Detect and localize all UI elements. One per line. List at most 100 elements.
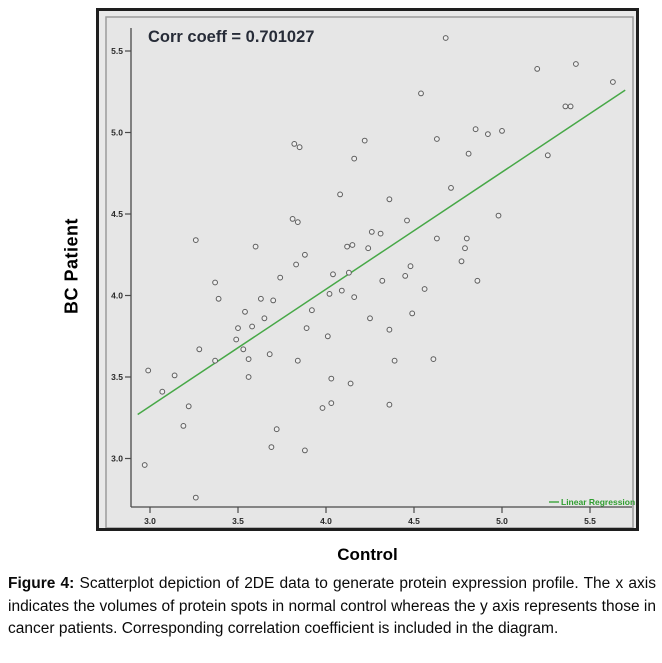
scatter-point bbox=[338, 287, 345, 294]
scatter-point bbox=[302, 251, 308, 258]
scatter-point bbox=[573, 61, 579, 67]
scatter-point bbox=[233, 336, 240, 343]
scatter-point bbox=[386, 196, 393, 203]
scatter-chart: 5.5 5.0 4.5 4.0 3.5 3.0 3.0 3.5 4.0 4.5 5.0 5.5 Corr… bbox=[105, 16, 635, 528]
scatter-point bbox=[499, 128, 505, 134]
scatter-point bbox=[361, 137, 368, 144]
scatter-point bbox=[368, 229, 375, 235]
scatter-point bbox=[330, 271, 336, 278]
scatter-point bbox=[386, 326, 393, 333]
scatter-point bbox=[309, 307, 315, 314]
scatter-point bbox=[215, 295, 222, 302]
x-tick-label: 4.0 bbox=[320, 516, 332, 526]
scatter-point bbox=[266, 351, 273, 358]
scatter-point bbox=[258, 295, 264, 302]
scatter-point bbox=[240, 346, 247, 353]
scatter-point bbox=[495, 212, 502, 219]
scatter-point bbox=[610, 79, 616, 85]
y-tick-label: 4.5 bbox=[111, 209, 123, 219]
scatter-point bbox=[293, 261, 300, 268]
scatter-point bbox=[472, 126, 479, 133]
plot-panel bbox=[105, 16, 634, 528]
scatter-point bbox=[245, 374, 252, 380]
scatterplot-figure: 5.5 5.0 4.5 4.0 3.5 3.0 3.0 3.5 4.0 4.5 5.0 5.5 Corr… bbox=[96, 8, 639, 531]
scatter-point bbox=[418, 90, 424, 97]
scatter-point bbox=[242, 308, 248, 315]
scatter-point bbox=[324, 333, 331, 340]
figure-caption: Figure 4: Scatterplot depiction of 2DE d… bbox=[8, 573, 656, 641]
scatter-point bbox=[192, 237, 199, 244]
scatter-point bbox=[235, 325, 241, 332]
legend-label: Linear Regression bbox=[561, 497, 635, 507]
scatter-point bbox=[434, 136, 440, 142]
scatter-point bbox=[212, 357, 218, 364]
y-tick-label: 5.0 bbox=[111, 128, 123, 138]
scatter-point bbox=[421, 286, 428, 292]
y-tick-label: 3.5 bbox=[111, 372, 123, 382]
scatter-point bbox=[434, 235, 440, 242]
scatter-point bbox=[485, 131, 491, 137]
y-tick-label: 4.0 bbox=[111, 291, 123, 301]
scatter-point bbox=[351, 294, 358, 301]
scatter-point bbox=[296, 144, 303, 151]
scatter-point bbox=[430, 356, 437, 363]
scatter-point bbox=[409, 310, 416, 317]
scatter-point bbox=[294, 357, 301, 364]
scatter-point bbox=[377, 230, 384, 237]
scatter-point bbox=[289, 216, 296, 222]
scatter-point bbox=[391, 357, 398, 364]
scatter-point bbox=[268, 444, 275, 451]
x-tick-label: 5.5 bbox=[584, 516, 596, 526]
scatter-point bbox=[337, 191, 344, 198]
x-tick-label: 4.5 bbox=[408, 516, 420, 526]
scatter-point bbox=[379, 277, 386, 284]
scatter-point bbox=[474, 277, 481, 284]
regression-line bbox=[137, 89, 626, 416]
figure-caption-number: Figure 4: bbox=[8, 575, 75, 592]
scatter-point bbox=[442, 35, 449, 41]
corr-coeff-annotation: Corr coeff = 0.701027 bbox=[148, 28, 314, 46]
scatter-point bbox=[245, 356, 252, 363]
scatter-point bbox=[141, 462, 148, 468]
scatter-point bbox=[562, 103, 569, 110]
x-axis-label: Control bbox=[337, 545, 398, 564]
scatter-point bbox=[252, 243, 259, 250]
y-tick-label: 5.5 bbox=[111, 46, 123, 56]
scatter-point bbox=[534, 66, 541, 72]
scatter-point bbox=[347, 380, 354, 387]
scatter-point bbox=[303, 325, 310, 332]
scatter-point bbox=[249, 323, 256, 330]
scatter-point bbox=[302, 447, 308, 454]
scatter-point bbox=[463, 235, 470, 242]
y-tick-label: 3.0 bbox=[111, 454, 123, 464]
scatter-point bbox=[365, 245, 372, 252]
scatter-point bbox=[458, 258, 465, 265]
scatter-point bbox=[319, 405, 326, 411]
figure-caption-text: Scatterplot depiction of 2DE data to gen… bbox=[8, 575, 656, 637]
scatter-point bbox=[349, 242, 356, 248]
scatter-point bbox=[328, 375, 335, 382]
scatter-point bbox=[196, 346, 203, 353]
y-axis-label: BC Patient bbox=[61, 217, 82, 315]
scatter-point bbox=[294, 219, 301, 226]
scatter-point bbox=[277, 274, 284, 281]
scatter-point bbox=[404, 217, 410, 224]
x-tick-label: 5.0 bbox=[496, 516, 508, 526]
scatter-point bbox=[344, 243, 351, 250]
scatter-point bbox=[544, 152, 551, 159]
scatter-point bbox=[270, 297, 277, 304]
scatter-point bbox=[328, 400, 335, 407]
scatter-point bbox=[326, 291, 333, 297]
scatter-point bbox=[192, 494, 199, 501]
scatter-point bbox=[448, 185, 454, 191]
scatter-point bbox=[351, 155, 358, 162]
scatter-point bbox=[212, 279, 218, 286]
scatter-point bbox=[261, 315, 268, 322]
scatter-point bbox=[180, 423, 187, 429]
scatter-point bbox=[402, 273, 409, 279]
x-tick-label: 3.5 bbox=[232, 516, 244, 526]
scatter-point bbox=[185, 403, 192, 410]
scatter-point bbox=[291, 141, 298, 147]
x-tick-label: 3.0 bbox=[144, 516, 156, 526]
scatter-point bbox=[171, 372, 178, 379]
